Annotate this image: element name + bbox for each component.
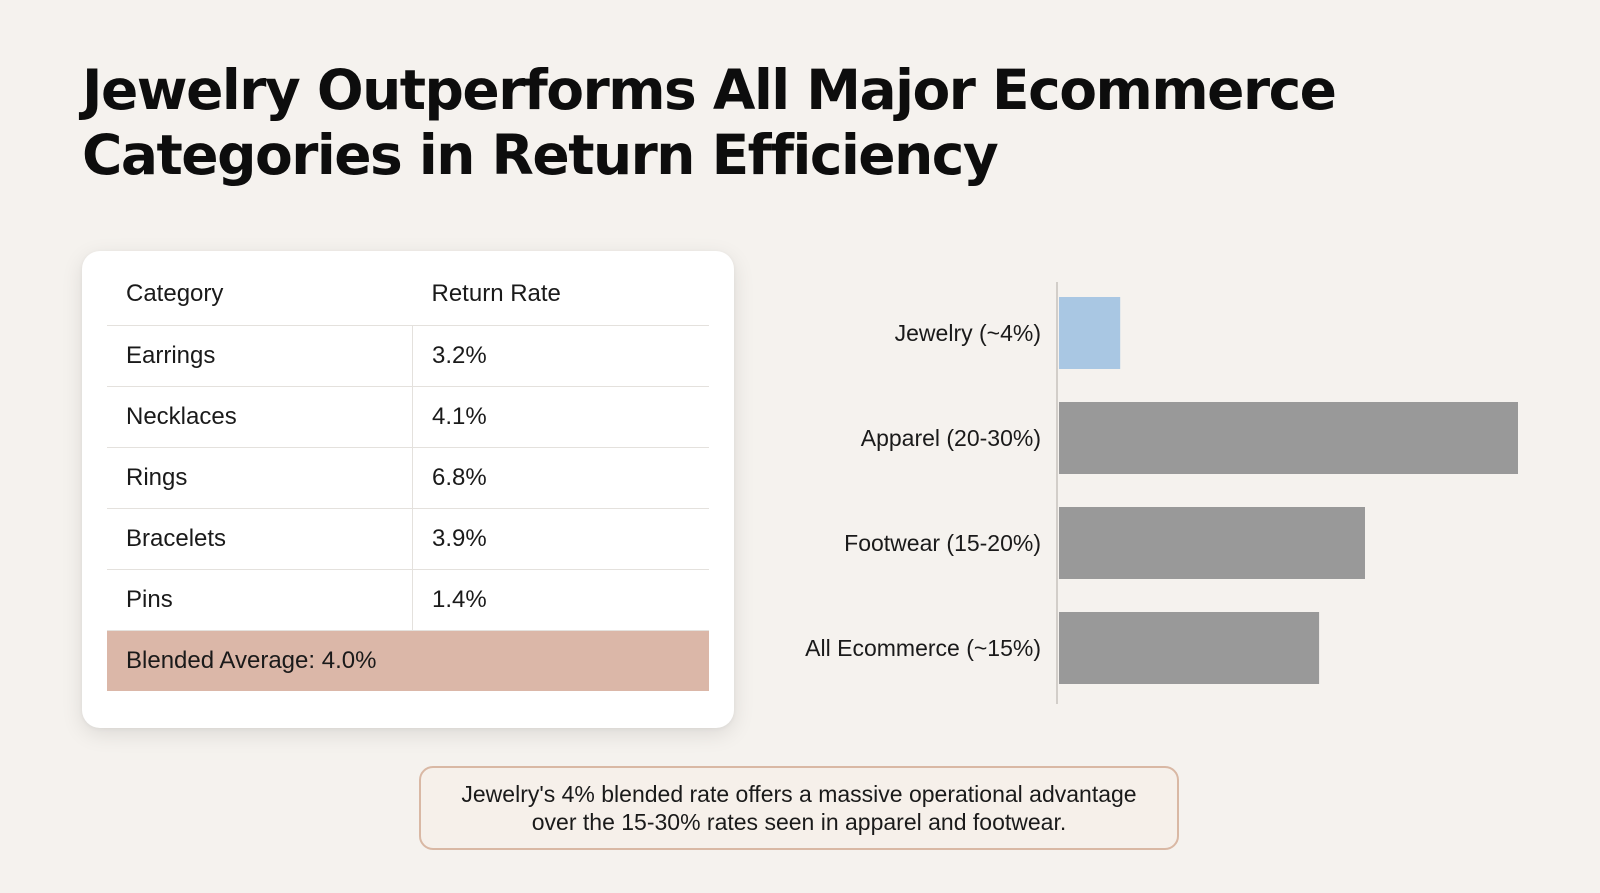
column-header-category: Category xyxy=(107,263,413,326)
insight-callout-text: Jewelry's 4% blended rate offers a massi… xyxy=(461,781,1137,835)
page-title-line-1: Jewelry Outperforms All Major Ecommerce xyxy=(82,58,1337,122)
bar-chart-svg: Jewelry (~4%) Apparel (20-30%) Footwear (1… xyxy=(805,282,1518,704)
bars-group: Jewelry (~4%) Apparel (20-30%) Footwear (1… xyxy=(805,297,1518,684)
blended-average-cell: Blended Average: 4.0% xyxy=(107,630,709,691)
bar-label-footwear: Footwear (15-20%) xyxy=(844,530,1041,556)
table-row: Necklaces 4.1% xyxy=(107,386,709,448)
blended-average-row: Blended Average: 4.0% xyxy=(107,630,709,691)
bar-label-apparel: Apparel (20-30%) xyxy=(861,425,1041,451)
table-row: Pins 1.4% xyxy=(107,569,709,631)
return-rate-bar-chart: Jewelry (~4%) Apparel (20-30%) Footwear (1… xyxy=(760,278,1540,708)
rate-cell: 3.2% xyxy=(412,325,709,387)
column-header-return-rate: Return Rate xyxy=(412,263,709,326)
category-cell: Rings xyxy=(107,447,413,509)
rate-cell: 1.4% xyxy=(412,569,709,631)
return-rate-table: Category Return Rate Earrings 3.2% Neckl… xyxy=(107,263,709,691)
bar-footwear xyxy=(1059,507,1365,579)
category-cell: Pins xyxy=(107,569,413,631)
page-title: Jewelry Outperforms All Major Ecommerce … xyxy=(82,58,1382,188)
bar-all xyxy=(1059,612,1320,684)
table-row: Rings 6.8% xyxy=(107,447,709,509)
insight-callout: Jewelry's 4% blended rate offers a massi… xyxy=(419,766,1179,850)
bar-apparel xyxy=(1059,402,1518,474)
table-header-row: Category Return Rate xyxy=(107,263,709,326)
rate-cell: 6.8% xyxy=(412,447,709,509)
category-cell: Necklaces xyxy=(107,386,413,448)
rate-cell: 3.9% xyxy=(412,508,709,570)
bar-label-jewelry: Jewelry (~4%) xyxy=(895,320,1041,346)
category-cell: Bracelets xyxy=(107,508,413,570)
bar-label-all: All Ecommerce (~15%) xyxy=(805,635,1041,661)
return-rate-table-card: Category Return Rate Earrings 3.2% Neckl… xyxy=(82,251,734,728)
category-cell: Earrings xyxy=(107,325,413,387)
table-row: Earrings 3.2% xyxy=(107,325,709,387)
page-title-line-2: Categories in Return Efficiency xyxy=(82,123,999,187)
rate-cell: 4.1% xyxy=(412,386,709,448)
bar-jewelry xyxy=(1059,297,1121,369)
table-row: Bracelets 3.9% xyxy=(107,508,709,570)
